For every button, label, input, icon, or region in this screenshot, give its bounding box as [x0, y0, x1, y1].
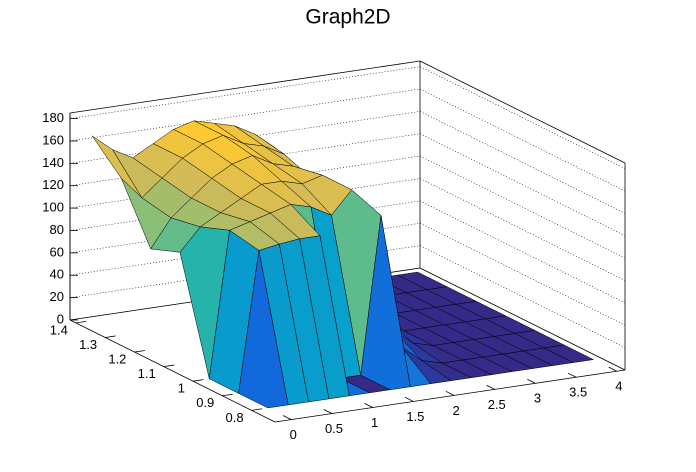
x-tick-label: 2 [452, 403, 459, 418]
z-tick-label: 0 [57, 311, 64, 326]
x-tick [608, 366, 618, 372]
y-tick-label: 1.4 [50, 322, 68, 337]
y-tick-label: 1.1 [138, 366, 156, 381]
z-tick-label: 180 [42, 110, 64, 125]
z-tick-label: 40 [50, 267, 64, 282]
y-tick-label: 0.9 [196, 395, 214, 410]
x-tick [364, 403, 373, 408]
y-tick [163, 364, 175, 368]
y-tick [134, 350, 145, 353]
y-tick-label: 0.8 [225, 410, 243, 425]
chart-title: Graph2D [305, 6, 390, 29]
z-tick-label: 160 [42, 132, 64, 147]
x-tick [282, 415, 292, 420]
z-tick-label: 140 [42, 155, 64, 170]
y-tick [251, 408, 263, 411]
box-edge [419, 60, 626, 164]
y-tick [75, 320, 87, 324]
y-tick-label: 1.2 [108, 351, 126, 366]
x-tick [404, 397, 414, 402]
x-tick [567, 372, 577, 378]
z-tick-label: 80 [50, 222, 64, 237]
y-tick [105, 335, 116, 338]
x-axis [274, 369, 626, 423]
x-tick-label: 0.5 [325, 421, 343, 436]
surface-cell [238, 250, 289, 409]
x-tick [445, 390, 455, 396]
x-tick [323, 409, 333, 414]
x-tick [486, 384, 495, 390]
y-tick-label: 1.3 [79, 337, 97, 352]
x-tick-label: 1.5 [406, 409, 424, 424]
z-tick-label: 100 [42, 200, 64, 215]
x-tick-label: 0 [290, 427, 297, 442]
y-tick [192, 379, 204, 382]
y-axis [69, 319, 276, 423]
x-tick-label: 3 [534, 391, 541, 406]
z-tick-label: 20 [50, 289, 64, 304]
y-tick-label: 1 [178, 381, 185, 396]
z-tick-label: 60 [50, 244, 64, 259]
z-tick-label: 120 [42, 177, 64, 192]
x-tick-label: 3.5 [569, 385, 587, 400]
x-tick-label: 4 [615, 379, 622, 394]
box-edge [69, 60, 421, 114]
x-tick [527, 378, 536, 384]
grid-line [69, 267, 626, 371]
x-tick-label: 2.5 [488, 397, 506, 412]
y-tick [222, 393, 233, 397]
x-tick-label: 1 [371, 415, 378, 430]
grid-line [69, 66, 626, 169]
